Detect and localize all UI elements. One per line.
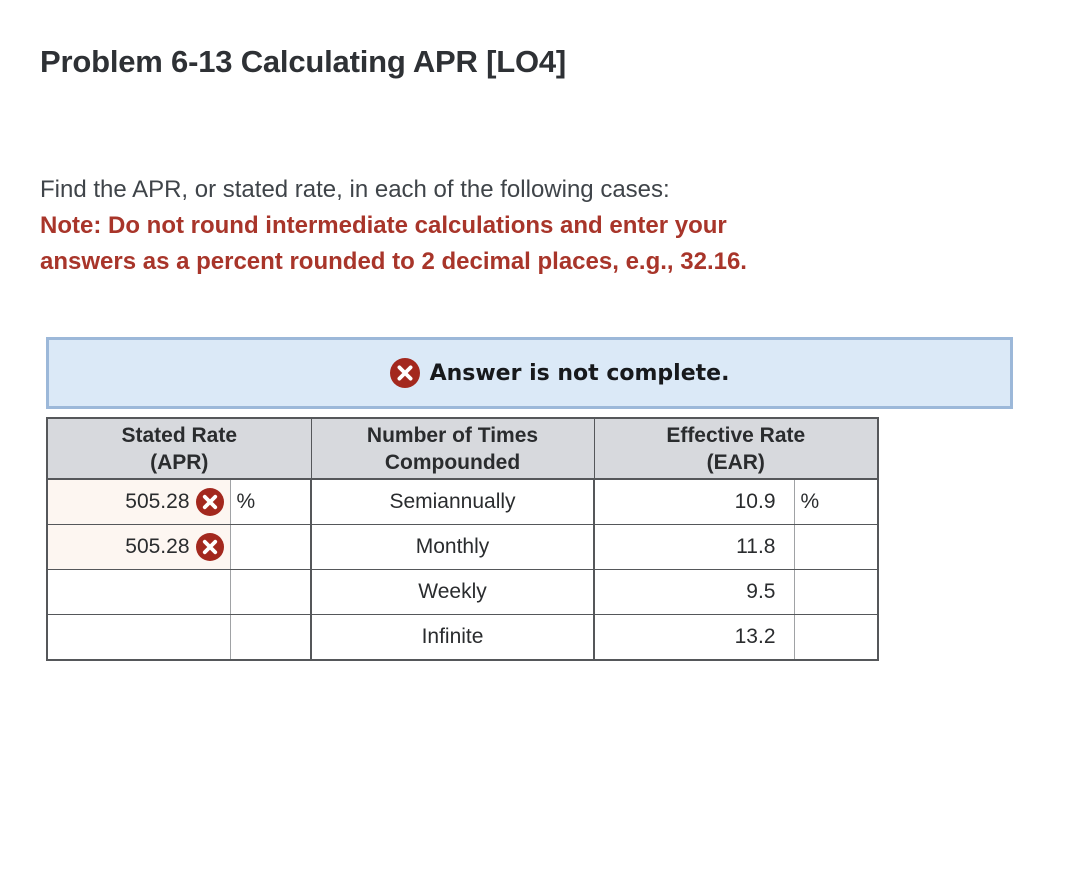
intro-block: Find the APR, or stated rate, in each of…: [40, 172, 980, 280]
compounded-label: Weekly: [310, 569, 595, 615]
ear-value: 13.2: [593, 614, 795, 661]
stated-rate-unit: %: [229, 478, 312, 525]
compounded-label: Semiannually: [310, 478, 595, 525]
stated-rate-input[interactable]: 505.28: [46, 478, 231, 525]
ear-value: 9.5: [593, 569, 795, 615]
table-row: Infinite 13.2: [46, 614, 879, 661]
header-effective-rate: Effective Rate (EAR): [593, 417, 879, 480]
stated-rate-value: 505.28: [125, 535, 190, 558]
compounded-label: Monthly: [310, 524, 595, 570]
stated-rate-unit: [229, 569, 312, 615]
note-text: Note: Do not round intermediate calculat…: [40, 212, 747, 275]
header-stated-rate: Stated Rate (APR): [46, 417, 312, 480]
incorrect-icon: [195, 533, 224, 561]
problem-title: Problem 6-13 Calculating APR [LO4]: [40, 44, 567, 79]
header-times-compounded: Number of Times Compounded: [310, 417, 595, 480]
stated-rate-value: 505.28: [125, 490, 190, 513]
header-row: Stated Rate (APR) Number of Times Compou…: [46, 417, 879, 480]
ear-value: 11.8: [593, 524, 795, 570]
stated-rate-input[interactable]: [46, 614, 231, 661]
x-circle-icon: [389, 358, 420, 388]
ear-unit: [793, 524, 879, 570]
ear-value: 10.9: [593, 478, 795, 525]
stated-rate-unit: [229, 524, 312, 570]
stated-rate-input[interactable]: [46, 569, 231, 615]
compounded-label: Infinite: [310, 614, 595, 661]
ear-unit: [793, 614, 879, 661]
table-row: Weekly 9.5: [46, 569, 879, 615]
banner-message: Answer is not complete.: [429, 360, 730, 386]
answers-table: Stated Rate (APR) Number of Times Compou…: [46, 417, 880, 661]
ear-unit: [793, 569, 879, 615]
incorrect-icon: [195, 488, 224, 516]
stated-rate-unit: [229, 614, 312, 661]
stated-rate-input[interactable]: 505.28: [46, 524, 231, 570]
intro-text: Find the APR, or stated rate, in each of…: [40, 176, 670, 203]
banner-content: Answer is not complete.: [389, 358, 730, 388]
table-row: 505.28 Monthly 11.8: [46, 524, 879, 570]
status-banner: Answer is not complete.: [46, 337, 1013, 409]
table-row: 505.28 % Semiannually 10.9 %: [46, 478, 879, 525]
ear-unit: %: [793, 478, 879, 525]
